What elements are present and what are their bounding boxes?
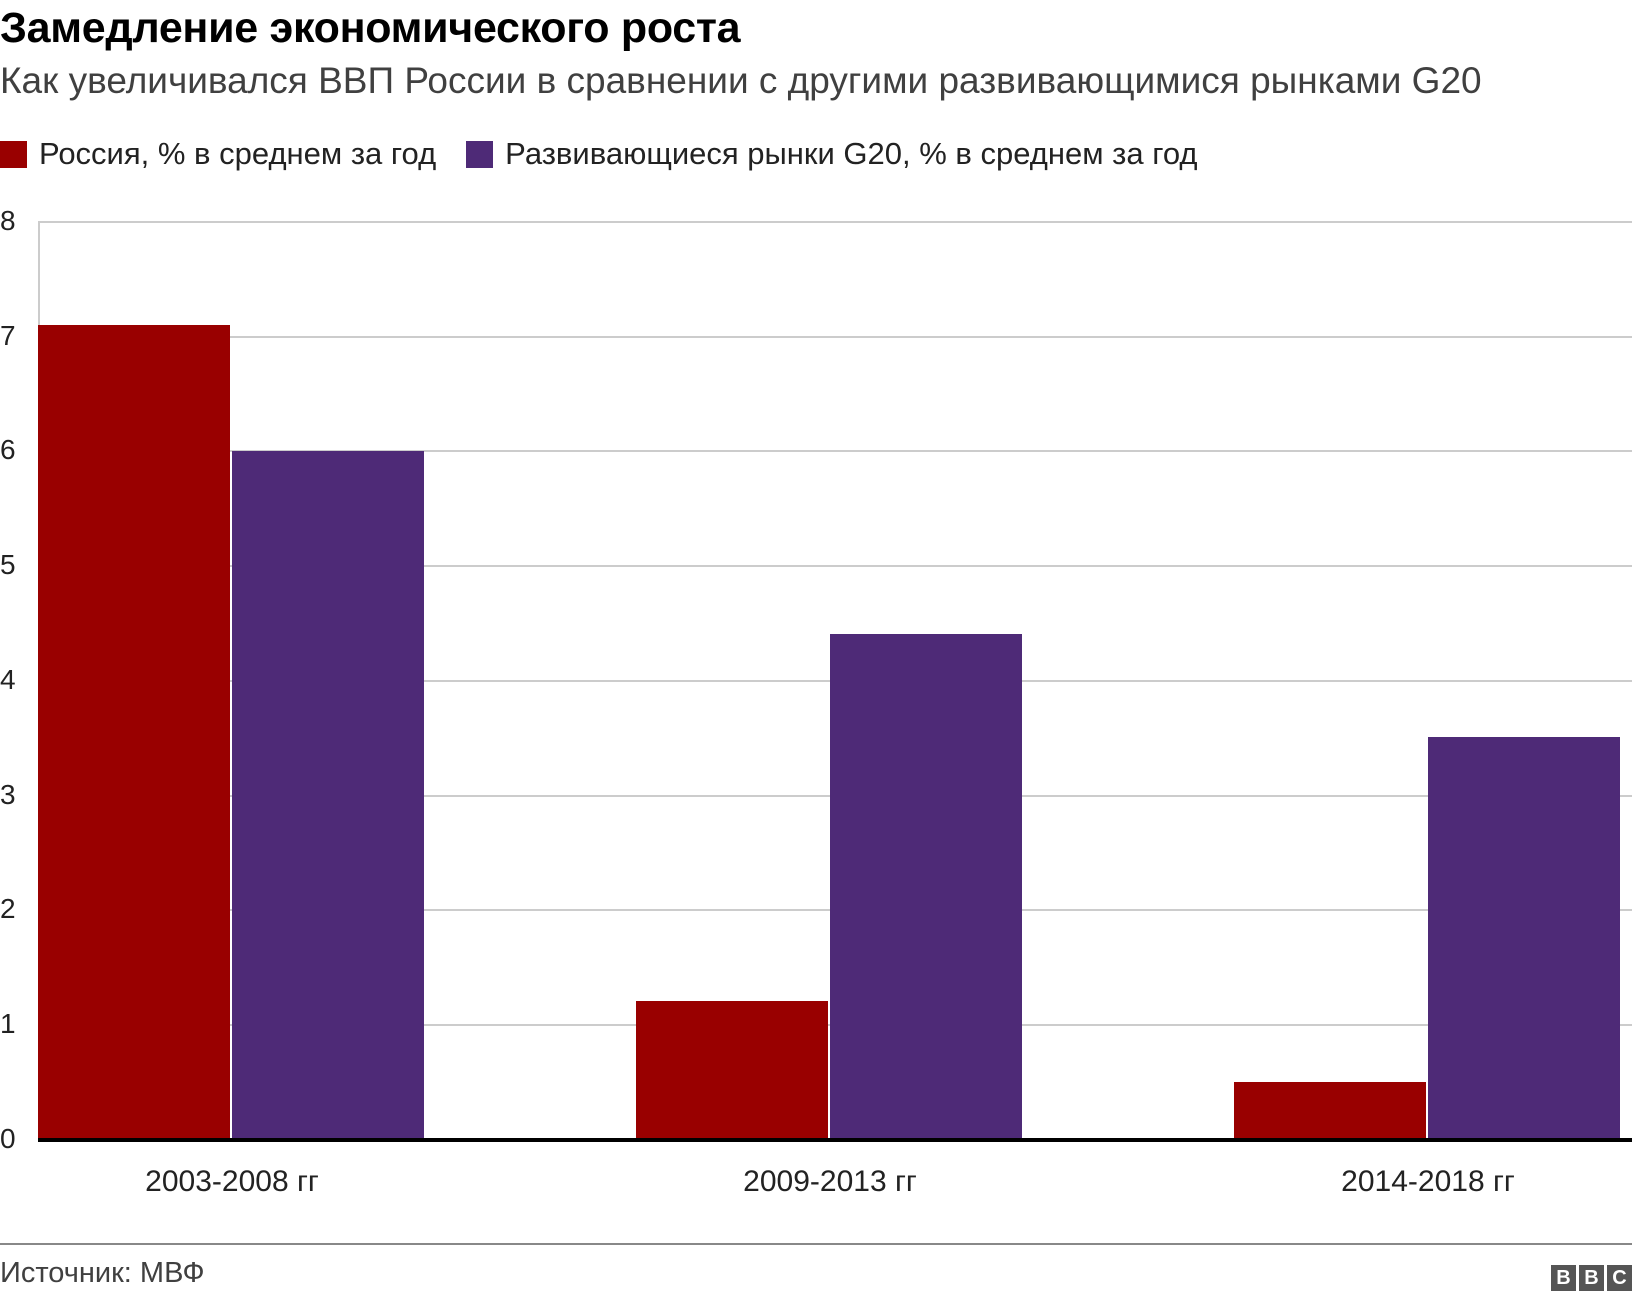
gridline xyxy=(38,336,1632,338)
y-tick: 0 xyxy=(0,1123,16,1154)
footer-divider xyxy=(0,1243,1632,1245)
bar-russia-2009-2013 xyxy=(636,1001,828,1139)
bbc-logo-letter: C xyxy=(1607,1265,1632,1291)
bar-russia-2014-2018 xyxy=(1234,1082,1426,1139)
bbc-logo: B B C xyxy=(1551,1265,1632,1291)
legend-label-russia: Россия, % в среднем за год xyxy=(39,136,437,171)
x-label-2003-2008: 2003-2008 гг xyxy=(145,1165,319,1198)
y-tick: 8 xyxy=(0,205,16,236)
y-tick: 6 xyxy=(0,434,16,465)
bar-g20-2003-2008 xyxy=(232,451,424,1139)
legend-swatch-russia xyxy=(0,140,27,168)
legend-item-russia: Россия, % в среднем за год xyxy=(0,136,436,172)
x-label-2009-2013: 2009-2013 гг xyxy=(743,1165,917,1198)
y-tick: 5 xyxy=(0,549,16,580)
legend-swatch-g20 xyxy=(466,140,494,168)
legend: Россия, % в среднем за год Развивающиеся… xyxy=(0,136,1228,172)
x-label-2014-2018: 2014-2018 гг xyxy=(1341,1165,1515,1198)
plot-area xyxy=(38,221,1632,1142)
source-note: Источник: МВФ xyxy=(0,1257,205,1289)
y-tick: 7 xyxy=(0,320,16,351)
y-tick: 3 xyxy=(0,779,16,810)
bar-g20-2009-2013 xyxy=(830,634,1022,1139)
gridline xyxy=(38,565,1632,567)
legend-item-g20: Развивающиеся рынки G20, % в среднем за … xyxy=(466,136,1198,172)
bar-russia-2003-2008 xyxy=(38,325,230,1139)
bbc-logo-letter: B xyxy=(1551,1265,1576,1291)
bar-g20-2014-2018 xyxy=(1428,737,1620,1139)
gridline xyxy=(38,450,1632,452)
y-tick: 1 xyxy=(0,1008,16,1039)
x-axis-baseline xyxy=(38,1138,1632,1142)
chart-subtitle: Как увеличивался ВВП России в сравнении … xyxy=(0,60,1482,101)
y-tick: 2 xyxy=(0,893,16,924)
legend-label-g20: Развивающиеся рынки G20, % в среднем за … xyxy=(505,136,1198,171)
y-tick: 4 xyxy=(0,664,16,695)
chart-title: Замедление экономического роста xyxy=(0,4,741,52)
gridline xyxy=(38,221,1632,223)
bbc-logo-letter: B xyxy=(1579,1265,1604,1291)
